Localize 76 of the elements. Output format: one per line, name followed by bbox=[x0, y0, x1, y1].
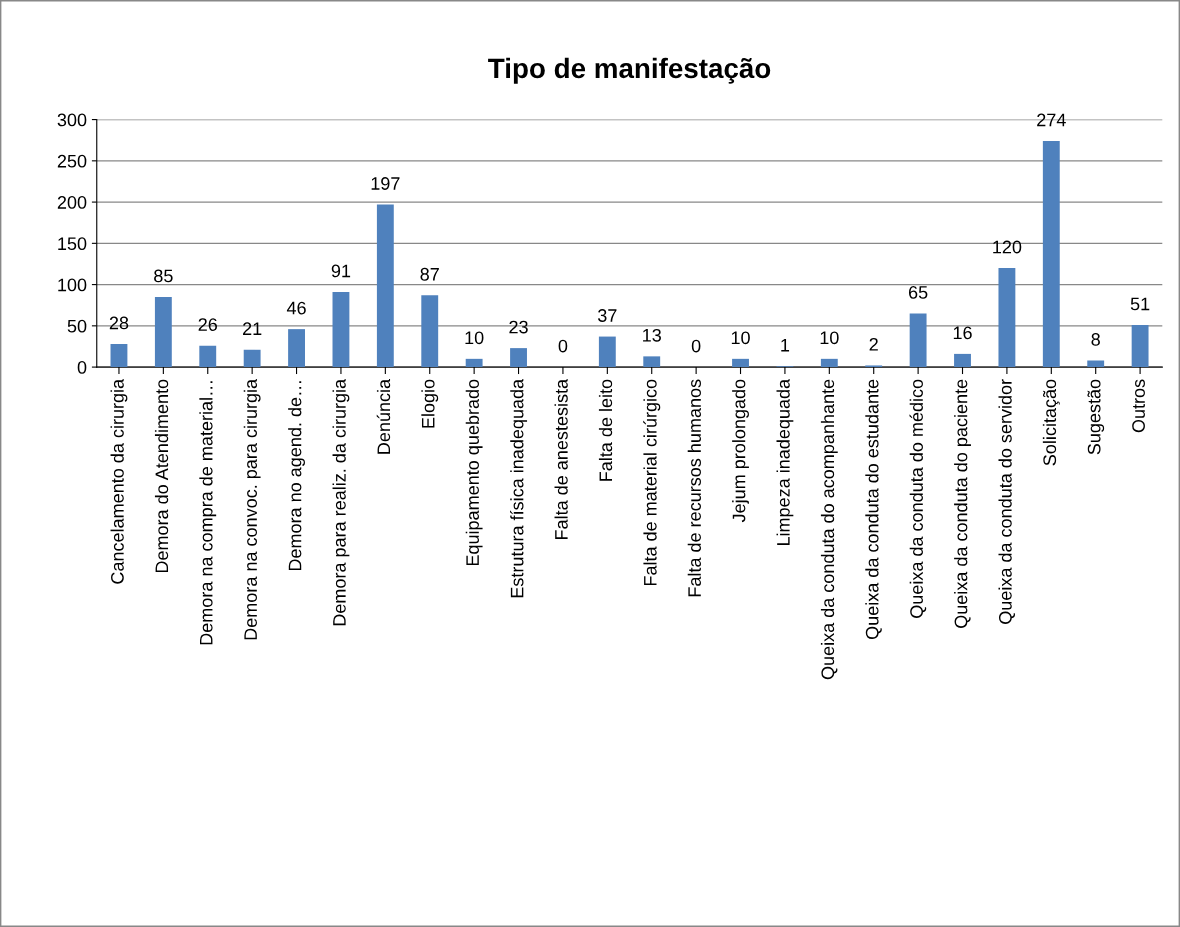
data-label: 197 bbox=[371, 177, 400, 190]
x-tick-label: Outros bbox=[1132, 379, 1145, 433]
x-tick-label: Denúncia bbox=[376, 378, 391, 454]
bar bbox=[732, 358, 749, 368]
data-label: 26 bbox=[198, 318, 217, 331]
data-label: 0 bbox=[558, 339, 568, 353]
x-tick-label: Demora para realiz. da cirurgia bbox=[332, 378, 350, 626]
bar bbox=[1131, 325, 1149, 368]
data-label: 16 bbox=[953, 326, 972, 340]
bar bbox=[909, 313, 927, 368]
bar bbox=[376, 204, 394, 368]
data-label: 87 bbox=[420, 267, 439, 281]
bar bbox=[954, 353, 971, 368]
x-tick-label: Falta de recursos humanos bbox=[687, 379, 701, 597]
bar bbox=[421, 295, 439, 368]
bar bbox=[1042, 141, 1060, 368]
y-tick-label: 150 bbox=[58, 237, 87, 251]
bar bbox=[332, 292, 350, 368]
x-tick-label: Queixa da conduta do acompanhante bbox=[820, 379, 838, 680]
data-label: 21 bbox=[243, 322, 262, 335]
x-tick-label: Sugestão bbox=[1087, 379, 1105, 455]
bar bbox=[998, 268, 1016, 368]
bar bbox=[199, 345, 217, 368]
bar bbox=[288, 329, 305, 368]
data-label: 65 bbox=[908, 286, 928, 299]
data-label: 10 bbox=[731, 331, 750, 345]
x-tick-label: Falta de material cirúrgico bbox=[643, 379, 661, 586]
bar bbox=[598, 336, 616, 368]
bar bbox=[243, 349, 261, 368]
bar bbox=[643, 356, 661, 368]
x-tick-label: Equipamento quebrado bbox=[465, 379, 483, 566]
x-tick-label: Falta de leito bbox=[598, 379, 613, 481]
x-tick-label: Demora na convoc. para cirurgia bbox=[243, 378, 261, 640]
data-label: 13 bbox=[643, 328, 661, 342]
y-tick-label: 0 bbox=[77, 361, 87, 374]
x-tick-label: Queixa da conduta do paciente bbox=[954, 379, 971, 628]
chart-title: Tipo de manifestação bbox=[488, 57, 771, 84]
x-tick-label: Demora no agend. de… bbox=[288, 381, 305, 571]
x-tick-label: Elogio bbox=[421, 379, 439, 428]
data-label: 120 bbox=[993, 240, 1022, 254]
y-tick-label: 250 bbox=[57, 154, 87, 168]
data-label: 46 bbox=[286, 301, 306, 315]
x-tick-label: Jejum prolongado bbox=[732, 379, 749, 523]
x-tick-label: Limpeza inadequada bbox=[776, 378, 794, 546]
x-tick-label: Estrutura física inadequada bbox=[510, 378, 528, 598]
bar bbox=[510, 348, 527, 368]
data-label: 28 bbox=[109, 316, 129, 330]
x-tick-label: Queixa da conduta do servidor bbox=[998, 379, 1015, 624]
data-label: 274 bbox=[1037, 113, 1066, 127]
x-tick-label: Demora do Atendimento bbox=[154, 379, 169, 573]
data-label: 37 bbox=[597, 309, 617, 322]
y-tick-label: 200 bbox=[57, 196, 87, 209]
data-label: 51 bbox=[1130, 297, 1150, 311]
x-tick-label: Cancelamento da cirurgia bbox=[110, 378, 128, 584]
x-tick-label: Queixa da conduta do médico bbox=[909, 379, 927, 618]
data-label: 8 bbox=[1091, 333, 1100, 346]
y-tick-label: 50 bbox=[67, 319, 87, 333]
x-tick-label: Solicitação bbox=[1042, 379, 1060, 466]
data-label: 1 bbox=[781, 338, 790, 352]
x-tick-label: Falta de anestesista bbox=[554, 378, 568, 539]
y-tick-label: 100 bbox=[58, 278, 87, 292]
bar bbox=[154, 296, 172, 368]
data-label: 2 bbox=[869, 337, 878, 351]
data-label: 23 bbox=[509, 320, 528, 334]
bar bbox=[110, 343, 128, 368]
bar bbox=[1087, 360, 1105, 368]
bar bbox=[820, 358, 838, 368]
x-tick-label: Queixa da conduta do estudante bbox=[865, 379, 882, 640]
bar bbox=[465, 358, 483, 368]
data-label: 91 bbox=[331, 264, 351, 278]
data-label: 85 bbox=[154, 269, 173, 283]
data-label: 10 bbox=[465, 331, 484, 345]
x-tick-label: Demora na compra de material… bbox=[199, 381, 217, 645]
y-tick-label: 300 bbox=[57, 113, 87, 127]
data-label: 0 bbox=[691, 339, 701, 353]
data-label: 10 bbox=[820, 331, 839, 345]
